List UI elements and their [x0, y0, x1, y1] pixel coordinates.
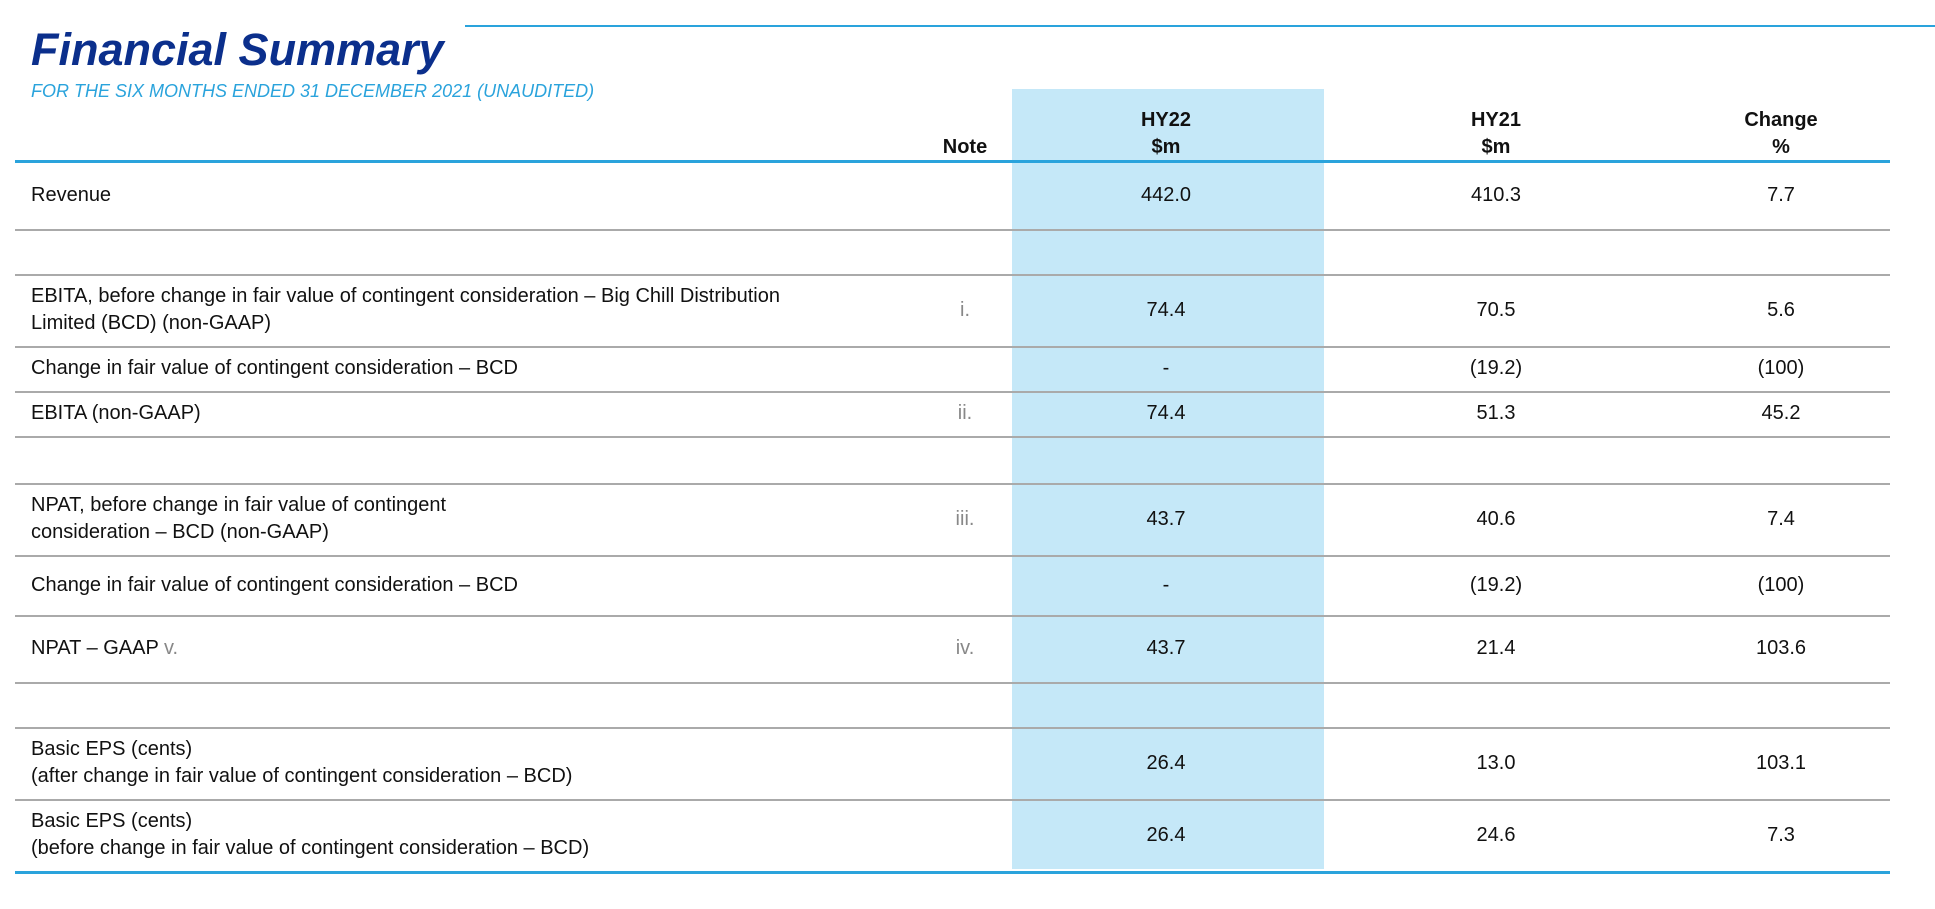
column-header: Note — [942, 136, 988, 158]
label-suffix: v. — [164, 637, 179, 659]
row-rule — [15, 391, 1890, 393]
value-cell: 13.0 — [1476, 751, 1516, 774]
row-rule — [15, 682, 1890, 684]
title: Financial Summary — [31, 24, 444, 75]
note-ref: iv. — [955, 637, 975, 659]
row-label: Revenue — [31, 184, 112, 206]
note-ref: i. — [960, 298, 970, 321]
row-rule — [15, 555, 1890, 557]
value-cell: (100) — [1757, 357, 1805, 379]
value-cell: 5.6 — [1767, 298, 1795, 321]
value-cell: 40.6 — [1476, 507, 1516, 530]
row-label: Limited (BCD) (non-GAAP) — [31, 312, 272, 334]
row-rule — [15, 346, 1890, 348]
row-rule — [15, 727, 1890, 729]
value-cell: (100) — [1757, 573, 1805, 596]
row-label: Basic EPS (cents) — [31, 810, 193, 832]
value-cell: 21.4 — [1476, 637, 1516, 659]
note-ref: ii. — [957, 402, 973, 424]
column-header: HY22 — [1140, 109, 1192, 131]
value-cell: - — [1162, 357, 1170, 379]
value-cell: 7.3 — [1767, 823, 1795, 846]
row-rule — [15, 436, 1890, 438]
value-cell: 43.7 — [1146, 637, 1186, 659]
row-label: EBITA (non-GAAP) — [31, 402, 201, 424]
note-ref: iii. — [955, 507, 975, 530]
value-cell: 74.4 — [1146, 402, 1186, 424]
value-cell: 51.3 — [1476, 402, 1516, 424]
value-cell: 24.6 — [1476, 823, 1516, 846]
row-label: NPAT – GAAP v. — [31, 637, 179, 659]
value-cell: 74.4 — [1146, 298, 1186, 321]
row-rule — [15, 483, 1890, 485]
header-rule — [15, 160, 1890, 163]
row-label: NPAT, before change in fair value of con… — [31, 494, 447, 516]
value-cell: 70.5 — [1476, 298, 1516, 321]
column-highlight — [1012, 89, 1324, 869]
value-cell: 410.3 — [1470, 184, 1522, 206]
column-header: $m — [1481, 136, 1511, 158]
value-cell: - — [1162, 573, 1170, 596]
value-cell: (19.2) — [1469, 357, 1523, 379]
rule — [465, 25, 1935, 27]
row-rule — [15, 615, 1890, 617]
row-rule — [15, 229, 1890, 231]
row-rule — [15, 799, 1890, 801]
value-cell: 43.7 — [1146, 507, 1186, 530]
row-rule — [15, 274, 1890, 276]
column-header: HY21 — [1470, 109, 1522, 131]
row-label: consideration – BCD (non-GAAP) — [31, 521, 329, 543]
value-cell: (19.2) — [1469, 573, 1523, 596]
column-header: $m — [1151, 136, 1181, 158]
value-cell: 45.2 — [1761, 402, 1801, 424]
row-label: Change in fair value of contingent consi… — [31, 357, 518, 379]
row-label: Change in fair value of contingent consi… — [31, 573, 518, 596]
value-cell: 103.6 — [1755, 637, 1807, 659]
subtitle: FOR THE SIX MONTHS ENDED 31 DECEMBER 202… — [31, 81, 595, 101]
column-header: % — [1772, 136, 1790, 158]
value-cell: 103.1 — [1755, 751, 1807, 774]
row-label: (after change in fair value of contingen… — [31, 765, 573, 787]
column-header: Change — [1744, 109, 1818, 131]
row-label: EBITA, before change in fair value of co… — [31, 285, 780, 307]
value-cell: 26.4 — [1146, 823, 1186, 846]
row-label: (before change in fair value of continge… — [31, 837, 590, 859]
row-label: Basic EPS (cents) — [31, 738, 193, 760]
row-rule — [15, 871, 1890, 874]
value-cell: 7.7 — [1767, 184, 1795, 206]
value-cell: 7.4 — [1767, 507, 1795, 530]
value-cell: 26.4 — [1146, 751, 1186, 774]
value-cell: 442.0 — [1140, 184, 1192, 206]
